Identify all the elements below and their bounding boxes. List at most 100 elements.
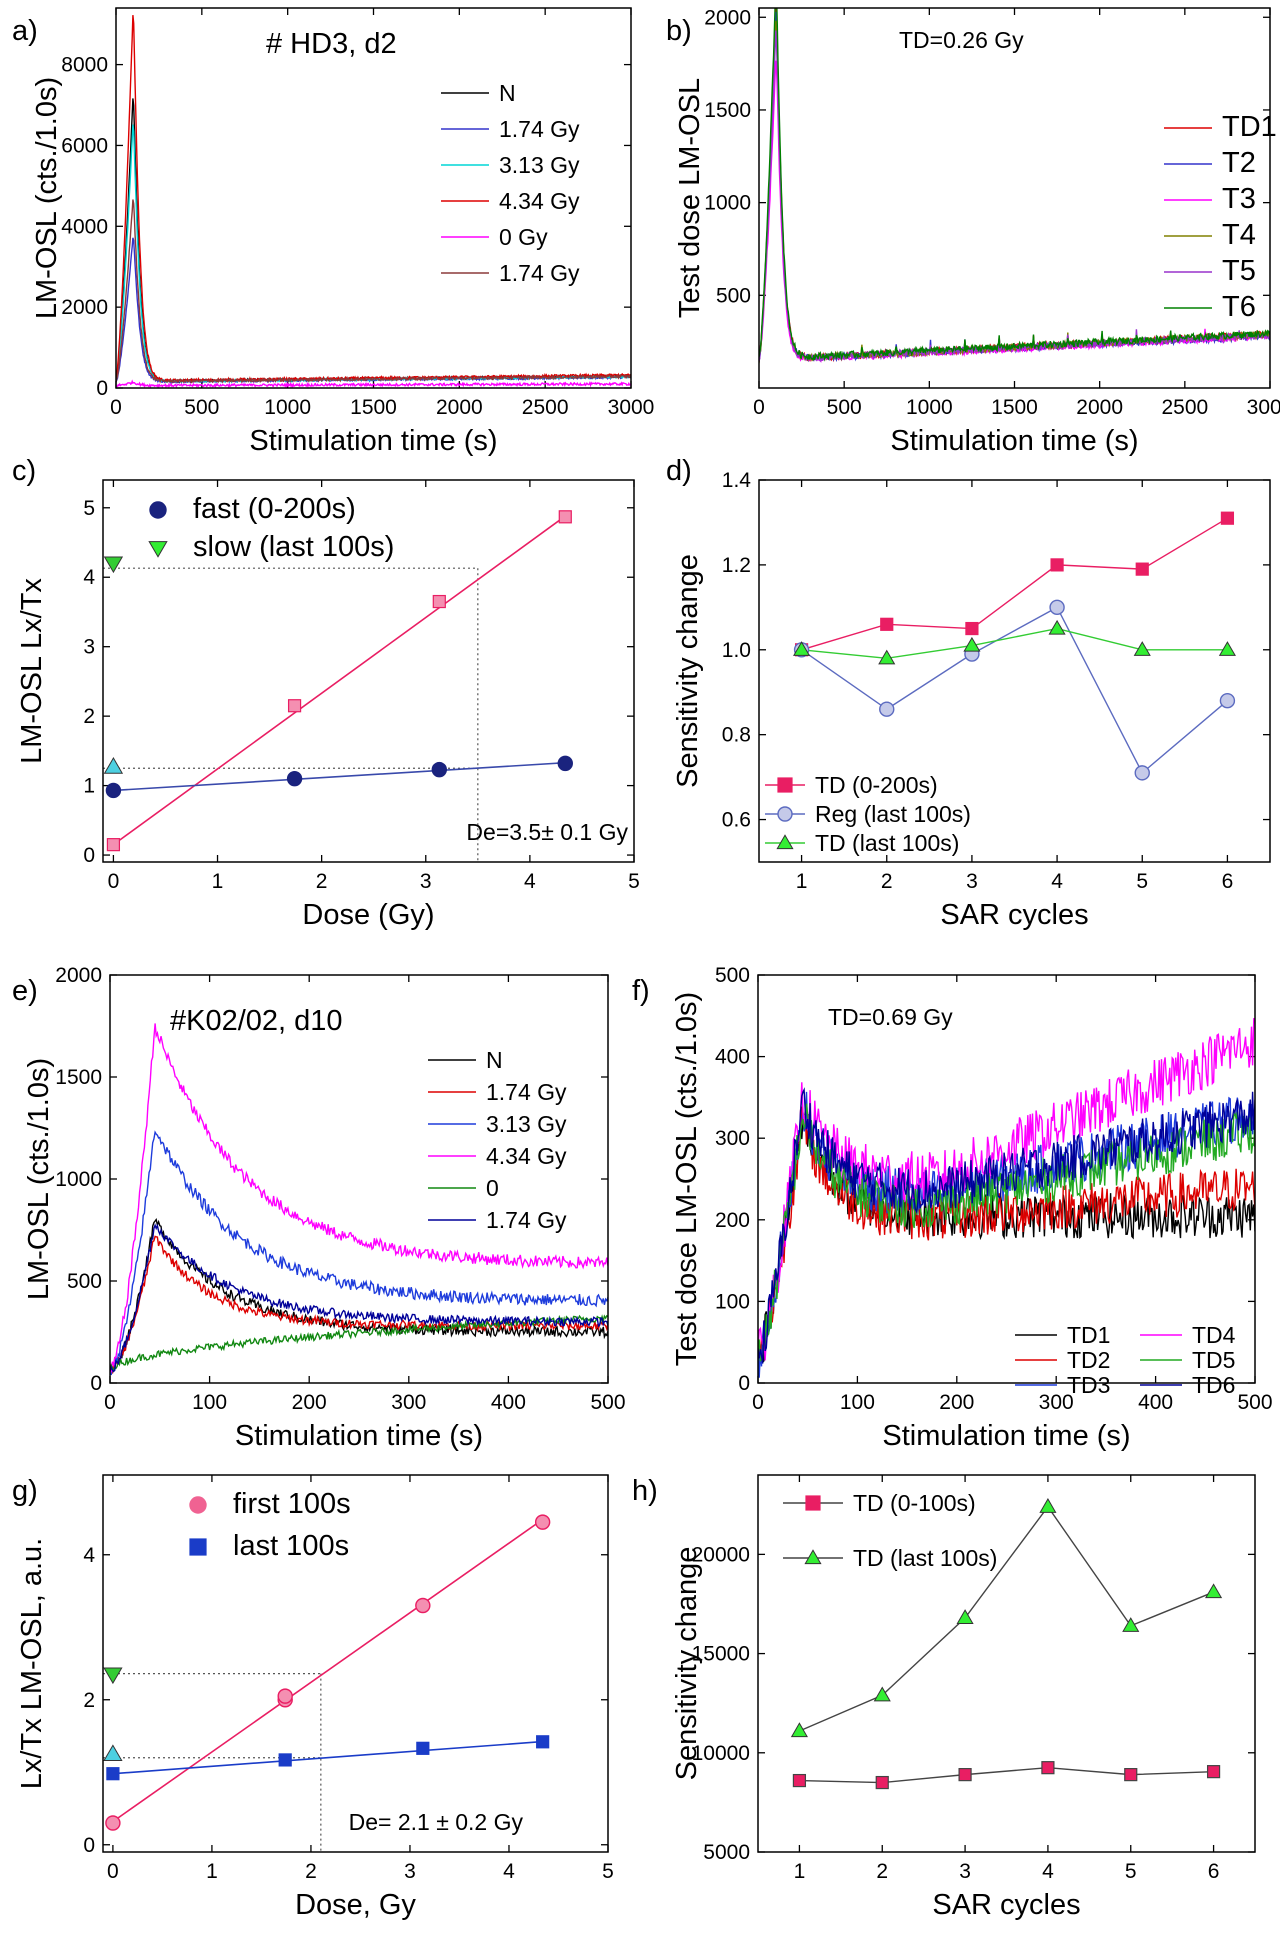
- legend-marker: [148, 541, 168, 558]
- y-axis-label: LM-OSL (cts./1.0s): [31, 77, 63, 319]
- panel-c: c) 0 1 2 3 4 5 0 1 2 3 4 5 Dose (Gy) LM-OSL Lx/Tx De=3.…: [12, 455, 640, 931]
- legend-label: fast (0-200s): [193, 493, 356, 525]
- x-tick-label: 4: [524, 870, 536, 893]
- legend-label: TD (0-100s): [853, 1490, 976, 1516]
- annotation: TD=0.26 Gy: [899, 27, 1024, 53]
- data-point: [793, 641, 811, 656]
- annotation: # HD3, d2: [266, 28, 397, 60]
- x-tick-label: 3: [404, 1860, 416, 1883]
- data-point: [278, 1753, 292, 1767]
- panel-label: h): [632, 1475, 658, 1507]
- legend-label: first 100s: [233, 1488, 351, 1520]
- data-point: [534, 1514, 551, 1530]
- legend-marker: [777, 777, 793, 793]
- curve-f-5: [758, 1087, 1255, 1364]
- curve-e-3: [110, 1023, 608, 1373]
- y-tick-label: 4: [83, 566, 95, 589]
- x-axis-label: Stimulation time (s): [882, 1420, 1130, 1452]
- legend-marker: [804, 1549, 822, 1565]
- natural-point: [103, 1744, 123, 1762]
- y-tick-label: 500: [715, 964, 750, 987]
- data-point: [1039, 1498, 1057, 1513]
- plot-area: [116, 15, 631, 388]
- x-axis-label: Dose, Gy: [295, 1889, 416, 1921]
- x-tick-label: 2500: [522, 396, 569, 419]
- y-axis-label: LM-OSL Lx/Tx: [16, 578, 48, 764]
- panel-label: a): [12, 15, 38, 47]
- y-tick-label: 0: [83, 844, 95, 867]
- data-point: [558, 510, 572, 524]
- x-tick-label: 5: [628, 870, 640, 893]
- data-point: [432, 594, 446, 609]
- data-point: [415, 1597, 431, 1614]
- annotation: TD=0.69 Gy: [828, 1004, 953, 1030]
- data-point: [105, 782, 122, 799]
- y-tick-label: 300: [715, 1127, 750, 1150]
- y-axis-label: Lx/Tx LM-OSL, a.u.: [16, 1538, 48, 1789]
- natural-point: [103, 757, 124, 774]
- data-point: [879, 701, 895, 717]
- data-point: [1219, 693, 1236, 709]
- legend-label: Reg (last 100s): [815, 801, 971, 827]
- legend-label: TD1: [1067, 1322, 1110, 1348]
- panel-label: c): [12, 455, 36, 487]
- legend: TD (0-200s) Reg (last 100s) TD (last 100s): [765, 772, 971, 856]
- data-point: [965, 621, 979, 636]
- x-tick-label: 100: [192, 1391, 227, 1414]
- y-tick-label: 1000: [704, 192, 751, 215]
- x-tick-label: 500: [1237, 1391, 1272, 1414]
- curve-e-1: [110, 1235, 608, 1374]
- x-tick-label: 0: [108, 870, 120, 893]
- data-point: [1122, 1617, 1140, 1632]
- y-tick-label: 1500: [704, 99, 751, 122]
- data-point: [106, 1767, 120, 1781]
- data-point: [1050, 558, 1064, 572]
- y-tick-label: 0: [83, 1834, 95, 1857]
- legend-marker: [189, 1496, 207, 1514]
- y-tick-label: 1.4: [722, 469, 752, 492]
- y-tick-label: 0: [90, 1372, 102, 1395]
- data-point: [875, 1775, 889, 1790]
- curve-e-2: [110, 1130, 608, 1376]
- annotation: De= 2.1 ± 0.2 Gy: [349, 1809, 524, 1835]
- x-tick-label: 400: [491, 1391, 526, 1414]
- legend-label: TD5: [1192, 1347, 1235, 1373]
- data-point: [1206, 1765, 1221, 1779]
- y-tick-label: 500: [67, 1270, 102, 1293]
- fit-line: [112, 1518, 544, 1823]
- series-line: [801, 606, 1228, 774]
- x-axis-label: Stimulation time (s): [890, 425, 1138, 457]
- data-point: [431, 761, 447, 778]
- plot-frame: [102, 479, 635, 863]
- legend-label: T5: [1222, 255, 1256, 287]
- plot-area: [758, 1018, 1255, 1378]
- y-tick-label: 0.8: [722, 724, 751, 747]
- y-tick-label: 2000: [55, 964, 102, 987]
- y-tick-label: 8000: [61, 54, 108, 77]
- y-tick-label: 0: [738, 1372, 750, 1395]
- x-tick-label: 1000: [264, 396, 311, 419]
- natural-point: [103, 556, 124, 574]
- x-tick-label: 1: [794, 1860, 806, 1883]
- data-point: [878, 649, 896, 665]
- x-tick-label: 2: [305, 1860, 317, 1883]
- legend-label: N: [499, 80, 516, 106]
- x-tick-label: 100: [840, 1391, 875, 1414]
- data-point: [790, 1722, 808, 1738]
- x-tick-label: 6: [1208, 1860, 1220, 1883]
- legend-label: last 100s: [233, 1530, 349, 1562]
- y-tick-label: 500: [716, 284, 751, 307]
- y-tick-label: 200: [715, 1209, 750, 1232]
- x-tick-label: 0: [104, 1391, 116, 1414]
- y-axis-label: Sensitivity change: [672, 554, 704, 788]
- x-tick-label: 500: [827, 396, 862, 419]
- plot-frame: [758, 7, 1271, 389]
- panel-label: b): [666, 15, 692, 47]
- legend: TD1 TD4 TD2 TD5 TD3 TD6: [1015, 1322, 1236, 1398]
- data-point: [1049, 599, 1065, 616]
- fit-line: [112, 515, 566, 846]
- x-tick-label: 2000: [436, 396, 483, 419]
- y-tick-label: 100: [715, 1290, 750, 1313]
- x-tick-label: 3: [966, 870, 978, 893]
